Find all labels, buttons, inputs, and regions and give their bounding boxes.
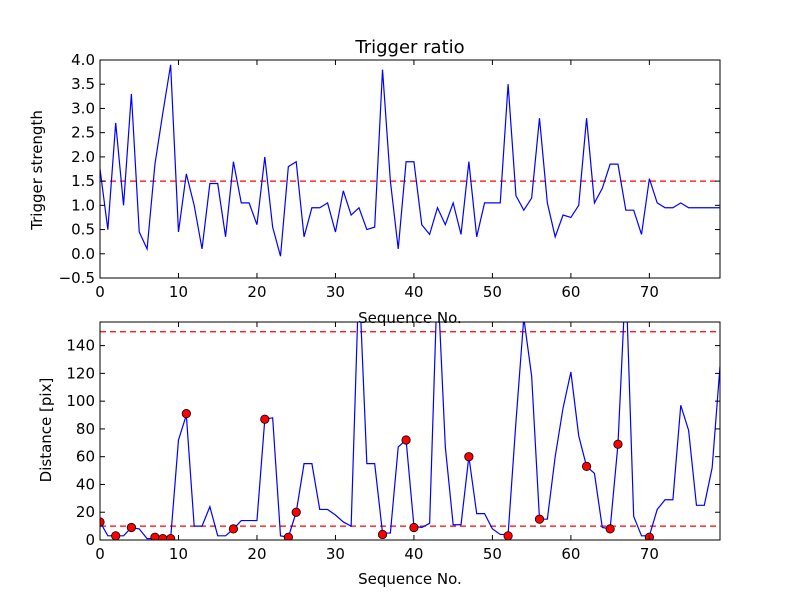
trigger-chart-title: Trigger ratio xyxy=(354,37,464,58)
distance-y-axis-label: Distance [pix] xyxy=(37,378,55,483)
distance-marker-9 xyxy=(283,532,293,540)
trigger-y-tick-label-8: 3.5 xyxy=(71,75,95,93)
distance-marker-16 xyxy=(534,514,545,524)
distance-marker-12 xyxy=(401,435,411,445)
distance-axes-frame xyxy=(99,321,721,541)
distance-x-tick-label-0: 0 xyxy=(95,545,105,563)
trigger-axes-frame xyxy=(99,59,721,279)
distance-x-tick-label-2: 20 xyxy=(247,545,266,563)
trigger-y-tick-label-2: 0.5 xyxy=(71,221,95,239)
distance-marker-8 xyxy=(260,414,270,424)
distance-plot-area xyxy=(100,322,720,540)
distance-x-tick-label-4: 40 xyxy=(404,545,423,563)
distance-y-tick-label-4: 80 xyxy=(76,420,95,438)
distance-x-tick-label-7: 70 xyxy=(640,545,659,563)
distance-y-tick-label-1: 20 xyxy=(76,503,95,521)
trigger-x-tick-label-2: 20 xyxy=(247,283,266,301)
trigger-x-tick-label-5: 50 xyxy=(483,283,502,301)
distance-x-tick-label-1: 10 xyxy=(169,545,188,563)
distance-marker-11 xyxy=(377,529,388,540)
distance-x-tick-label-6: 60 xyxy=(561,545,580,563)
trigger-x-axis-label: Sequence No. xyxy=(358,309,462,327)
trigger-y-tick-label-6: 2.5 xyxy=(71,124,95,142)
trigger-plot-area xyxy=(100,64,720,257)
trigger-x-tick-label-0: 0 xyxy=(95,283,105,301)
distance-marker-5 xyxy=(166,534,176,540)
trigger-x-tick-label-3: 30 xyxy=(326,283,345,301)
distance-marker-15 xyxy=(503,531,513,540)
trigger-y-axis-label: Trigger strength xyxy=(28,110,46,231)
distance-panel: Distance [pix] Sequence No. 0 10 20 30 40 50 6… xyxy=(37,321,721,588)
distance-y-tick-label-2: 40 xyxy=(76,475,95,493)
distance-x-tick-label-3: 30 xyxy=(326,545,345,563)
distance-x-axis-label: Sequence No. xyxy=(358,570,462,588)
distance-y-tick-label-6: 120 xyxy=(66,364,95,382)
trigger-x-tick-label-7: 70 xyxy=(640,283,659,301)
distance-marker-18 xyxy=(605,524,615,534)
distance-y-tick-label-7: 140 xyxy=(66,337,95,355)
trigger-y-tick-label-5: 2.0 xyxy=(71,148,95,166)
trigger-y-tick-label-0: −0.5 xyxy=(59,269,95,287)
distance-axis-ticks: 0 10 20 30 40 50 60 70 0 20 40 60 80 100 120 140 xyxy=(66,322,720,563)
trigger-axis-ticks: 0 10 20 30 40 50 60 70 −0.5 0.0 0.5 1.0 1.5 2.0 2.5 3.0… xyxy=(59,51,720,301)
trigger-series-line-0 xyxy=(100,64,720,257)
trigger-y-tick-label-7: 3.0 xyxy=(71,99,95,117)
distance-series-line-0 xyxy=(100,322,720,540)
trigger-y-tick-label-9: 4.0 xyxy=(71,51,95,69)
distance-y-tick-label-3: 60 xyxy=(76,448,95,466)
trigger-x-tick-label-1: 10 xyxy=(169,283,188,301)
distance-marker-13 xyxy=(409,522,419,533)
trigger-x-tick-label-6: 60 xyxy=(561,283,580,301)
trigger-y-tick-label-1: 0.0 xyxy=(71,245,95,263)
trigger-x-tick-label-4: 40 xyxy=(404,283,423,301)
distance-y-tick-label-0: 0 xyxy=(85,531,95,549)
distance-marker-7 xyxy=(228,524,239,534)
distance-x-tick-label-5: 50 xyxy=(483,545,502,563)
distance-marker-2 xyxy=(126,522,136,533)
trigger-y-tick-label-4: 1.5 xyxy=(71,172,95,190)
distance-marker-1 xyxy=(111,531,121,540)
distance-marker-17 xyxy=(581,461,592,472)
trigger-y-tick-label-3: 1.0 xyxy=(71,196,95,214)
distance-marker-10 xyxy=(291,507,301,517)
distance-marker-6 xyxy=(181,409,191,419)
distance-y-tick-label-5: 100 xyxy=(66,392,95,410)
distance-marker-14 xyxy=(464,452,474,462)
distance-marker-19 xyxy=(613,439,623,449)
